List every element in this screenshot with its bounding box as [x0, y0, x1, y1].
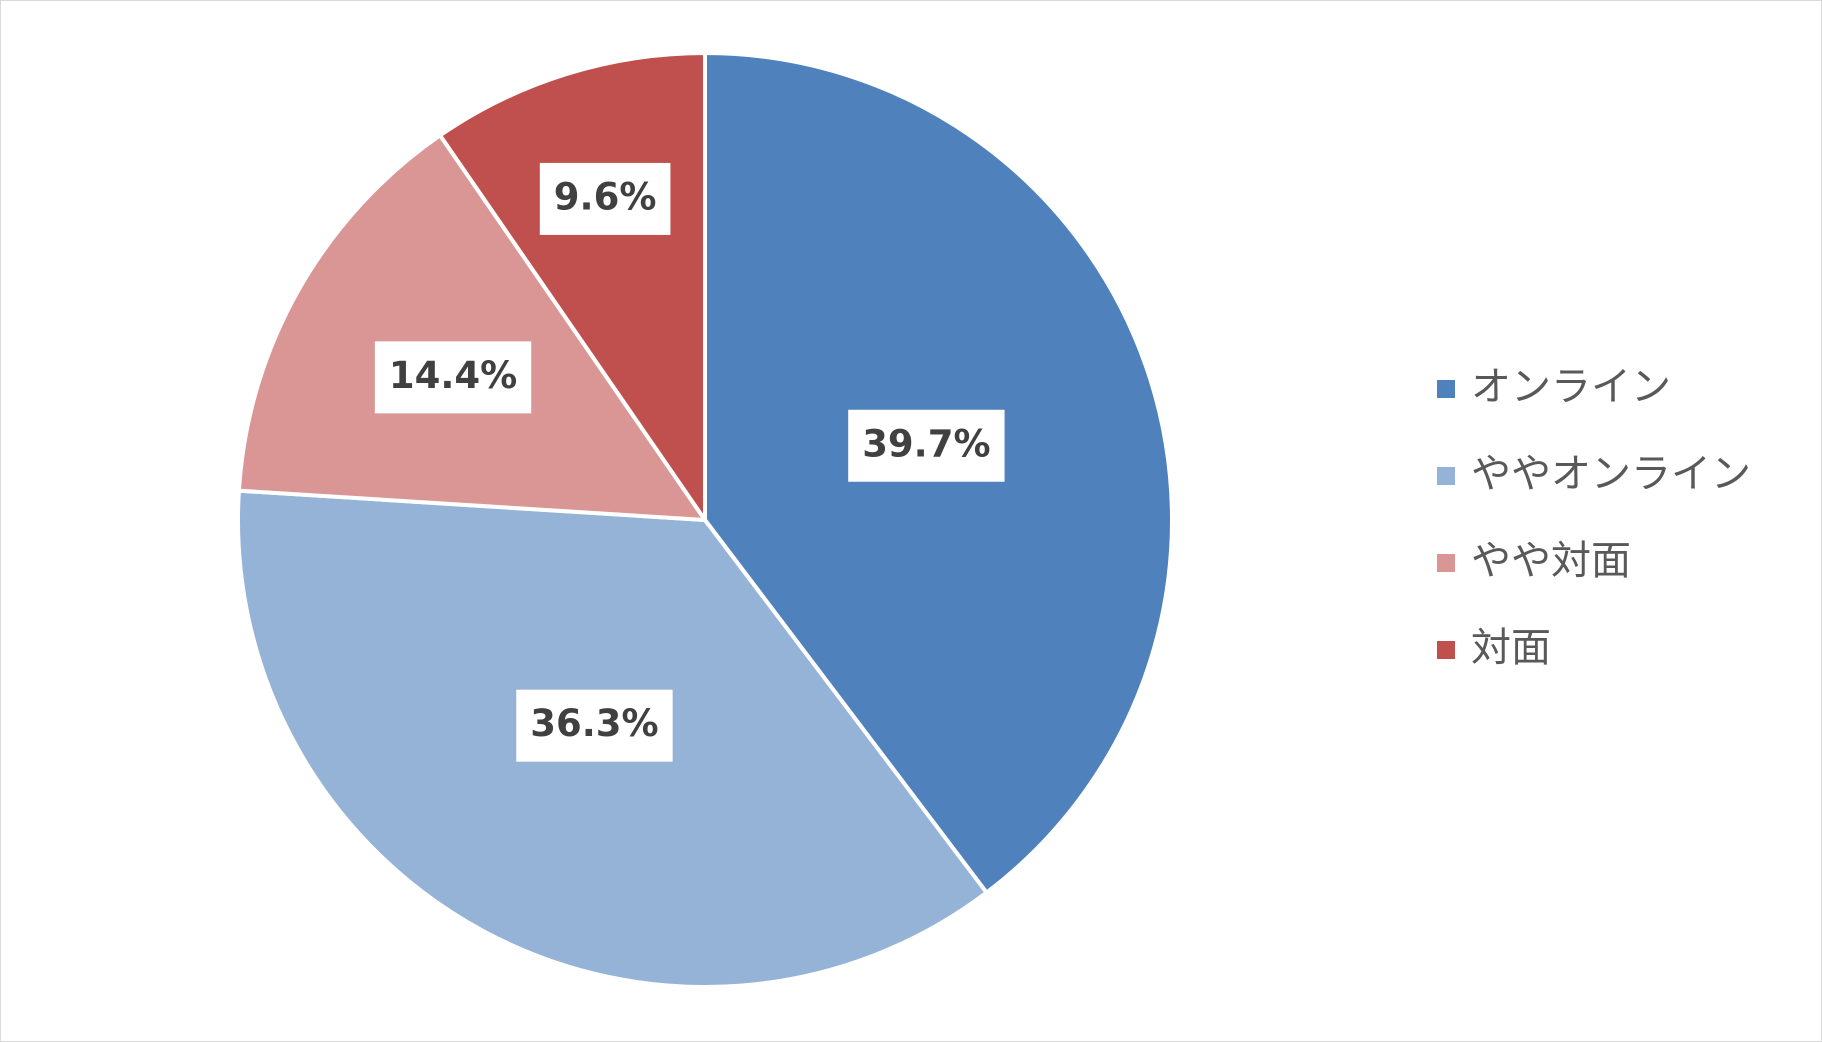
legend-label: 対面: [1471, 625, 1551, 671]
data-label: 36.3%: [530, 702, 658, 745]
data-label: 39.7%: [862, 422, 990, 465]
data-label: 14.4%: [389, 354, 517, 397]
legend-label: ややオンライン: [1471, 451, 1751, 497]
legend-swatch: [1437, 380, 1455, 398]
legend-swatch: [1437, 554, 1455, 572]
data-label-box: [539, 162, 671, 235]
legend-label: やや対面: [1471, 538, 1631, 584]
legend-swatch: [1437, 641, 1455, 659]
legend-swatch: [1437, 467, 1455, 485]
data-label-box: [848, 409, 1005, 482]
legend-label: オンライン: [1471, 364, 1671, 410]
data-label: 9.6%: [554, 175, 657, 218]
data-label-box: [516, 689, 673, 762]
data-label-box: [374, 341, 532, 414]
pie-slice: [236, 132, 709, 523]
